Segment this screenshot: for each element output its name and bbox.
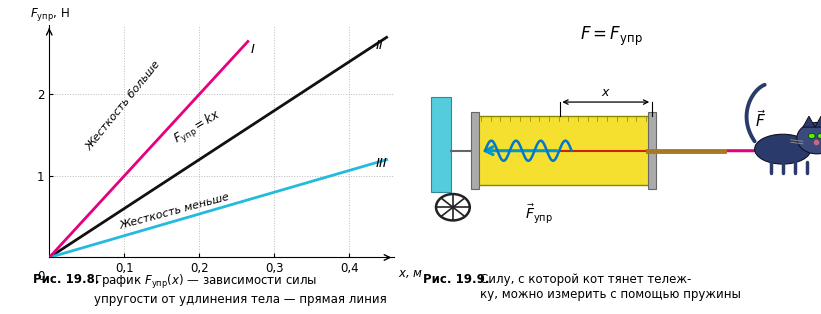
Bar <box>470 112 479 189</box>
Text: Рис. 19.8.: Рис. 19.8. <box>33 273 99 286</box>
Text: $F_{\rm упр} = kx$: $F_{\rm упр} = kx$ <box>171 106 225 149</box>
Text: $x$, м: $x$, м <box>397 267 423 280</box>
Text: III: III <box>375 157 387 170</box>
Polygon shape <box>803 116 815 127</box>
Text: $F = F_{\rm упр}$: $F = F_{\rm упр}$ <box>580 25 643 48</box>
Text: $\vec{F}_{\rm упр}$: $\vec{F}_{\rm упр}$ <box>525 203 553 225</box>
Text: 0: 0 <box>37 269 44 283</box>
Text: Рис. 19.9.: Рис. 19.9. <box>423 273 489 286</box>
Circle shape <box>809 133 815 139</box>
Text: II: II <box>375 39 383 52</box>
Text: Жесткость меньше: Жесткость меньше <box>118 192 231 231</box>
Text: $F_{\rm упр}$, Н: $F_{\rm упр}$, Н <box>30 6 70 23</box>
Text: Силу, с которой кот тянет тележ-
ку, можно измерить с помощью пружины: Силу, с которой кот тянет тележ- ку, мож… <box>480 273 741 301</box>
Text: Жесткость больше: Жесткость больше <box>85 60 163 153</box>
Bar <box>431 97 451 192</box>
Ellipse shape <box>754 134 811 164</box>
Bar <box>648 112 657 189</box>
Text: $\vec{F}$: $\vec{F}$ <box>755 109 766 130</box>
Text: График $F_{\rm упр}(x)$ — зависимости силы
упругости от удлинения тела — прямая : График $F_{\rm упр}(x)$ — зависимости си… <box>94 273 388 306</box>
Polygon shape <box>815 116 821 127</box>
Bar <box>475 116 652 185</box>
Text: I: I <box>250 43 254 56</box>
Circle shape <box>797 122 821 154</box>
Circle shape <box>818 133 821 139</box>
Text: $x$: $x$ <box>601 86 611 99</box>
